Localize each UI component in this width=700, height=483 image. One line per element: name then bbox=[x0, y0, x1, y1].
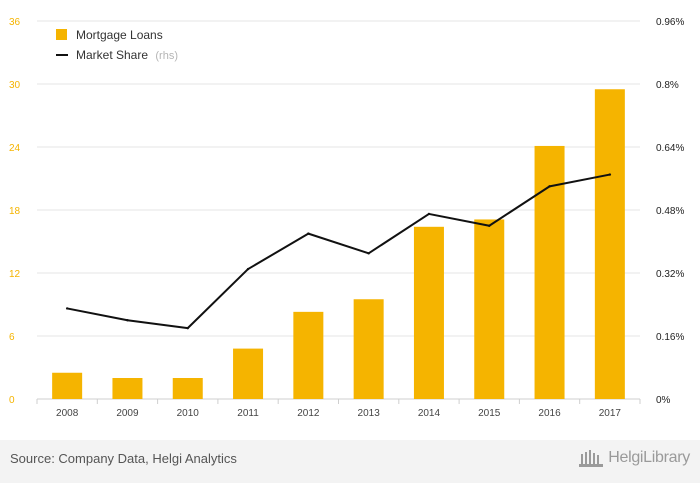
right-tick-label: 0% bbox=[656, 395, 671, 406]
bar-2010 bbox=[172, 378, 203, 399]
right-tick-label: 0.32% bbox=[656, 269, 684, 280]
legend-label-market-share-name: Market Share bbox=[76, 48, 148, 62]
left-tick-label: 24 bbox=[9, 143, 21, 154]
bar-series-mortgage-loans bbox=[52, 89, 625, 399]
right-tick-label: 0.8% bbox=[656, 80, 679, 91]
left-tick-label: 12 bbox=[9, 269, 21, 280]
x-tick-label: 2009 bbox=[116, 408, 139, 419]
line-series-market-share bbox=[65, 173, 612, 330]
bar-2011 bbox=[233, 348, 264, 399]
left-tick-label: 36 bbox=[9, 17, 21, 28]
x-tick-label: 2017 bbox=[599, 408, 622, 419]
right-tick-label: 0.48% bbox=[656, 206, 684, 217]
bar-2015 bbox=[474, 219, 505, 399]
right-tick-label: 0.64% bbox=[656, 143, 684, 154]
market-share-line bbox=[66, 173, 611, 330]
market-share-point-2015 bbox=[488, 224, 491, 227]
legend-swatch-mortgage-loans bbox=[56, 29, 67, 40]
library-building-icon bbox=[579, 450, 604, 467]
x-tick-label: 2010 bbox=[177, 408, 200, 419]
right-tick-label: 0.16% bbox=[656, 332, 684, 343]
bar-2017 bbox=[594, 89, 625, 399]
helgi-library-logo: HelgiLibrary bbox=[578, 448, 690, 468]
market-share-point-2016 bbox=[548, 185, 551, 188]
x-tick-label: 2013 bbox=[358, 408, 381, 419]
market-share-point-2011 bbox=[246, 267, 250, 271]
legend-label-market-share: Market Share (rhs) bbox=[76, 48, 178, 62]
left-tick-label: 6 bbox=[9, 332, 15, 343]
x-axis-ticks: 2008 2009 2010 2011 2012 2013 2014 2015 2016 2017 bbox=[36, 399, 641, 419]
x-tick-label: 2011 bbox=[237, 408, 259, 419]
right-tick-label: 0.96% bbox=[656, 17, 684, 28]
market-share-point-2008 bbox=[65, 307, 69, 310]
legend-label-mortgage-loans: Mortgage Loans bbox=[76, 28, 163, 42]
legend-label-market-share-suffix: (rhs) bbox=[155, 50, 178, 62]
left-tick-label: 18 bbox=[9, 206, 21, 217]
x-tick-label: 2014 bbox=[418, 408, 441, 419]
bar-2012 bbox=[293, 311, 324, 399]
market-share-point-2013 bbox=[367, 252, 370, 255]
x-tick-label: 2015 bbox=[478, 408, 501, 419]
gridlines bbox=[37, 20, 640, 400]
legend: Mortgage Loans Market Share (rhs) bbox=[56, 28, 178, 62]
x-tick-label: 2012 bbox=[297, 408, 320, 419]
x-tick-label: 2008 bbox=[56, 408, 79, 419]
bar-2014 bbox=[413, 226, 444, 399]
source-note: Source: Company Data, Helgi Analytics bbox=[10, 451, 237, 466]
bar-2013 bbox=[353, 299, 384, 399]
footer: Source: Company Data, Helgi Analytics He… bbox=[0, 440, 700, 483]
left-tick-label: 0 bbox=[9, 395, 15, 406]
bar-2016 bbox=[534, 145, 565, 399]
market-share-point-2009 bbox=[126, 319, 129, 322]
logo-text: HelgiLibrary bbox=[608, 449, 690, 466]
market-share-point-2010 bbox=[186, 326, 189, 330]
market-share-point-2012 bbox=[307, 232, 310, 235]
left-axis-ticks: 0 6 12 18 24 30 36 bbox=[9, 17, 21, 406]
bar-2008 bbox=[52, 372, 83, 399]
market-share-point-2014 bbox=[427, 212, 431, 216]
right-axis-ticks: 0% 0.16% 0.32% 0.48% 0.64% 0.8% 0.96% bbox=[656, 17, 684, 406]
market-share-point-2017 bbox=[608, 173, 612, 176]
bar-2009 bbox=[112, 378, 143, 399]
left-tick-label: 30 bbox=[9, 80, 21, 91]
x-tick-label: 2016 bbox=[538, 408, 561, 419]
